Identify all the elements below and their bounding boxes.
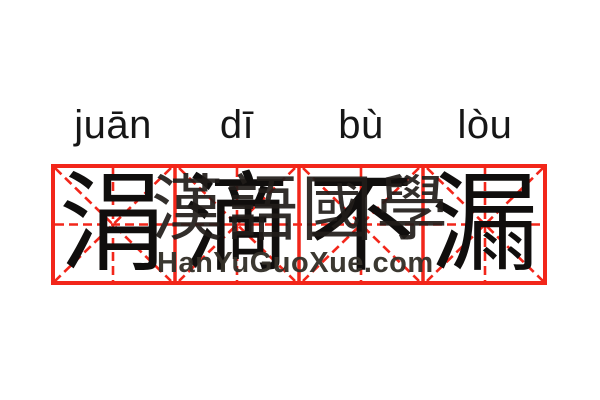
mi-zi-ge-grid: 涓 滴 不 漏 (51, 164, 547, 285)
pinyin-syllable: lòu (457, 103, 513, 147)
watermark-domain: HanYuGuoXue.com (157, 247, 434, 279)
hanzi-character: 滴 (182, 162, 291, 287)
hanzi-character: 漏 (430, 162, 539, 287)
hanzi-row: 涓 滴 不 漏 (51, 164, 547, 285)
grid-lines-graphic (51, 164, 547, 285)
pinyin-syllable: dī (219, 103, 255, 147)
hanzi-character: 不 (306, 162, 415, 287)
pinyin-row: juān dī bù lòu (51, 99, 547, 153)
hanzi-character: 涓 (58, 162, 167, 287)
pinyin-syllable: juān (74, 103, 152, 147)
pinyin-syllable: bù (338, 103, 384, 147)
watermark-cjk: 漢語國學 (151, 167, 452, 251)
